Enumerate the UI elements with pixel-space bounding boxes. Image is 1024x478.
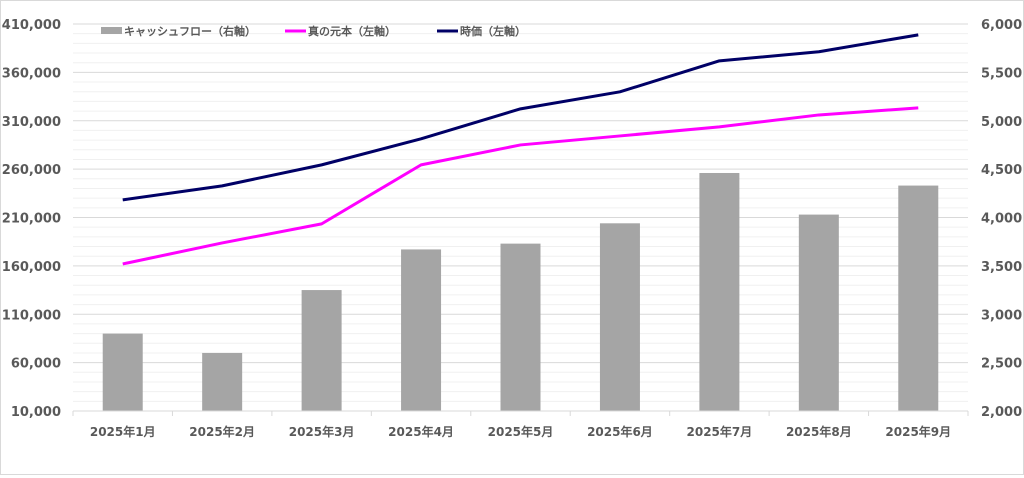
bar bbox=[500, 243, 541, 411]
left-tick-label: 260,000 bbox=[2, 163, 61, 178]
bar bbox=[898, 185, 939, 411]
bars bbox=[102, 172, 939, 411]
bar bbox=[401, 249, 442, 411]
legend: キャッシュフロー（右軸） 真の元本（左軸） 時価（左軸） bbox=[101, 24, 526, 38]
right-tick-label: 3,000 bbox=[981, 308, 1022, 323]
bar bbox=[798, 214, 839, 411]
x-tick-label: 2025年8月 bbox=[786, 424, 852, 439]
right-tick-label: 2,000 bbox=[981, 405, 1022, 420]
left-tick-label: 60,000 bbox=[11, 357, 61, 372]
legend-swatch bbox=[101, 27, 122, 34]
right-tick-label: 4,500 bbox=[981, 163, 1022, 178]
right-tick-label: 3,500 bbox=[981, 260, 1022, 275]
right-tick-label: 4,000 bbox=[981, 212, 1022, 227]
axes: 2025年1月 2025年2月 2025年3月 2025年4月 2025年5月 2025年… bbox=[2, 18, 1022, 439]
bar bbox=[699, 172, 740, 411]
legend-label: 時価（左軸） bbox=[460, 24, 526, 38]
x-tick-label: 2025年9月 bbox=[885, 424, 951, 439]
x-tick-label: 2025年1月 bbox=[90, 424, 156, 439]
left-tick-label: 10,000 bbox=[11, 405, 61, 420]
left-tick-label: 410,000 bbox=[2, 18, 61, 33]
x-tick-label: 2025年4月 bbox=[388, 424, 454, 439]
x-tick-label: 2025年5月 bbox=[488, 424, 554, 439]
series-line-2 bbox=[122, 33, 919, 202]
bar bbox=[599, 223, 640, 411]
left-tick-label: 110,000 bbox=[2, 308, 61, 323]
bar bbox=[202, 352, 243, 411]
legend-label: 真の元本（左軸） bbox=[308, 24, 396, 38]
x-tick-label: 2025年3月 bbox=[289, 424, 355, 439]
x-tick-label: 2025年7月 bbox=[687, 424, 753, 439]
right-tick-label: 5,500 bbox=[981, 66, 1022, 81]
left-tick-label: 210,000 bbox=[2, 212, 61, 227]
right-tick-label: 6,000 bbox=[981, 18, 1022, 33]
x-tick-label: 2025年2月 bbox=[189, 424, 255, 439]
right-tick-label: 5,000 bbox=[981, 115, 1022, 130]
series-line-1 bbox=[122, 106, 919, 266]
bar bbox=[102, 333, 143, 411]
legend-label: キャッシュフロー（右軸） bbox=[124, 24, 256, 38]
left-tick-label: 160,000 bbox=[2, 260, 61, 275]
x-tick-label: 2025年6月 bbox=[587, 424, 653, 439]
left-tick-label: 360,000 bbox=[2, 66, 61, 81]
right-tick-label: 2,500 bbox=[981, 357, 1022, 372]
bar bbox=[301, 290, 342, 411]
left-tick-label: 310,000 bbox=[2, 115, 61, 130]
lines bbox=[122, 33, 919, 266]
